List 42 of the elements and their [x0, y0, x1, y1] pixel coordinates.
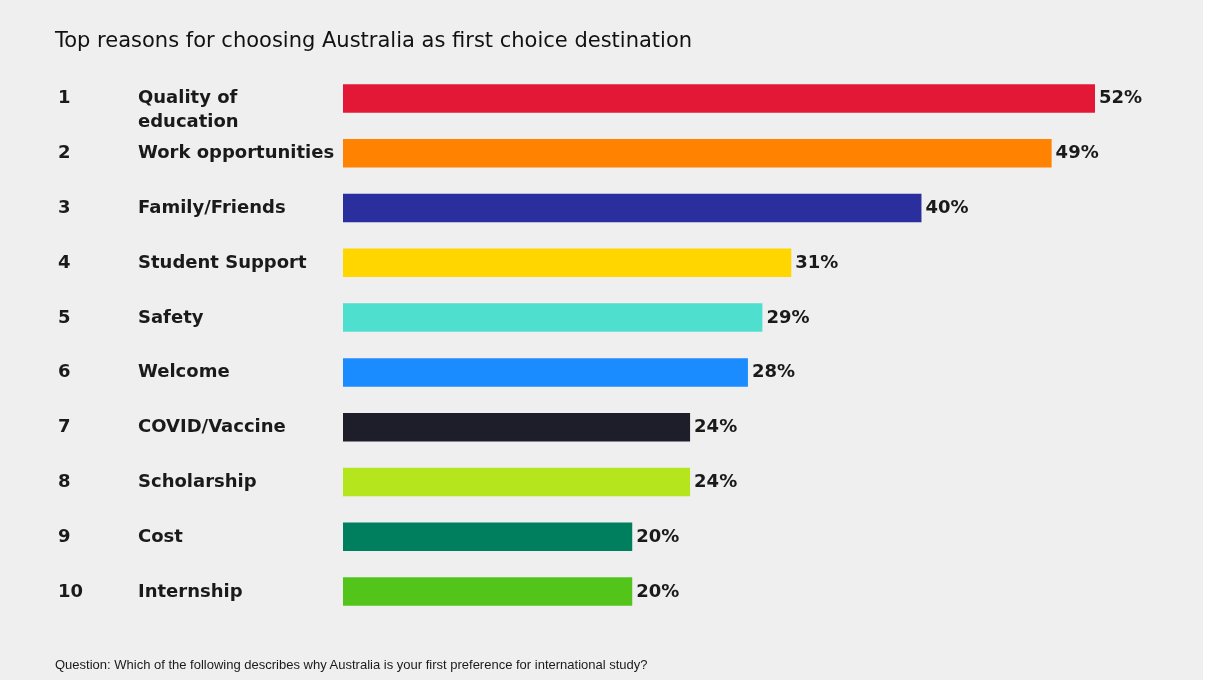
- y-tick-label: COVID/Vaccine: [138, 415, 286, 437]
- text: 7: [58, 415, 71, 437]
- bar: [343, 248, 792, 278]
- data-label: 24%: [694, 470, 738, 491]
- text: 1: [58, 86, 71, 108]
- text: Question: Which of the following describes why Australia is your first preference for international study?: [55, 657, 648, 672]
- y-tick-label: Quality of education: [138, 86, 239, 132]
- bar: [343, 412, 691, 442]
- data-label: 28%: [751, 360, 796, 382]
- bar: [343, 138, 1052, 168]
- bar: [343, 358, 748, 387]
- text: 5: [58, 305, 71, 327]
- text: 3: [58, 196, 71, 217]
- y-tick-label: Cost: [138, 524, 184, 546]
- text: 8: [58, 470, 71, 491]
- bar: [343, 193, 922, 223]
- data-label: 49%: [1055, 141, 1099, 163]
- data-label: 24%: [694, 415, 738, 437]
- bar: [343, 84, 1095, 113]
- y-tick-label: Safety: [138, 305, 204, 327]
- bar: [343, 522, 633, 552]
- chart-title: Top reasons for choosing Australia as first choice destination: [54, 28, 693, 52]
- data-label: 20%: [636, 524, 680, 546]
- text: 10: [58, 579, 84, 601]
- data-label: 52%: [1099, 86, 1143, 108]
- y-tick-label: Scholarship: [138, 470, 257, 491]
- data-label: 31%: [795, 250, 839, 272]
- bar: [343, 303, 763, 332]
- data-label: 29%: [766, 305, 810, 327]
- y-tick-label: Welcome: [138, 360, 230, 382]
- data-label: 20%: [636, 579, 680, 601]
- text: 9: [58, 524, 71, 546]
- data-label: 40%: [925, 196, 969, 217]
- text: 2: [58, 141, 71, 163]
- y-tick-label: Student Support: [138, 250, 307, 272]
- text: 6: [58, 360, 71, 382]
- text: 4: [58, 250, 71, 272]
- bar: [343, 467, 691, 497]
- bar: [343, 577, 633, 606]
- y-tick-label: Internship: [138, 579, 243, 601]
- y-tick-label: Family/Friends: [138, 196, 286, 217]
- y-tick-label: Work opportunities: [138, 141, 335, 163]
